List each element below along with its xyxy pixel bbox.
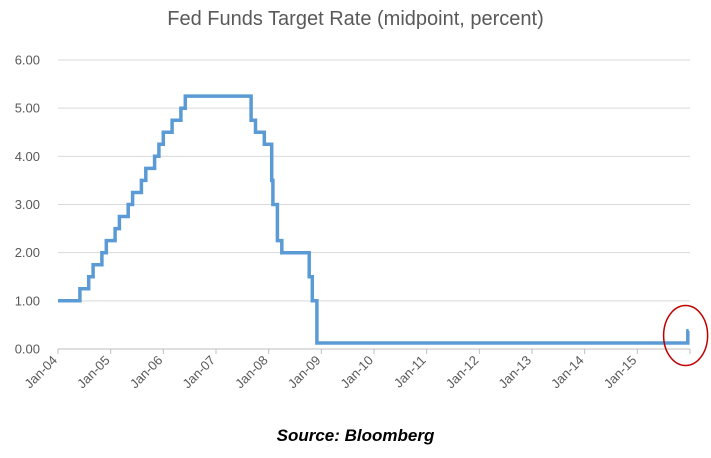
source-note: Source: Bloomberg bbox=[276, 426, 435, 445]
x-tick-label: Jan-07 bbox=[179, 353, 218, 392]
y-tick-label: 2.00 bbox=[15, 245, 40, 260]
x-tick-label: Jan-11 bbox=[391, 353, 429, 391]
x-tick-label: Jan-08 bbox=[232, 353, 271, 392]
x-tick-label: Jan-12 bbox=[443, 353, 482, 392]
x-tick-label: Jan-04 bbox=[21, 353, 60, 392]
y-tick-label: 5.00 bbox=[15, 101, 40, 116]
x-tick-label: Jan-09 bbox=[285, 353, 324, 392]
series-line-fed-funds bbox=[58, 94, 690, 345]
y-tick-label: 1.00 bbox=[15, 293, 40, 308]
grid-lines bbox=[58, 59, 690, 302]
x-axis bbox=[57, 348, 691, 354]
x-tick-label: Jan-10 bbox=[337, 353, 376, 392]
x-tick-label: Jan-06 bbox=[127, 353, 166, 392]
y-tick-label: 4.00 bbox=[15, 149, 40, 164]
annotation-circle bbox=[662, 304, 709, 367]
y-tick-label: 6.00 bbox=[15, 53, 40, 68]
x-tick-label: Jan-14 bbox=[548, 353, 587, 392]
x-tick-label: Jan-05 bbox=[74, 353, 113, 392]
x-tick-label: Jan-15 bbox=[601, 353, 640, 392]
y-tick-label: 0.00 bbox=[15, 342, 40, 357]
annotation-layer bbox=[662, 304, 709, 367]
series-layer bbox=[58, 94, 690, 345]
chart-title: Fed Funds Target Rate (midpoint, percent… bbox=[167, 8, 544, 30]
x-axis-tick-labels: Jan-04 Jan-05 Jan-06 Jan-07 Jan-08 Jan-09 Jan-… bbox=[21, 353, 639, 392]
y-axis-tick-labels: 0.00 1.00 2.00 3.00 4.00 5.00 6.00 bbox=[15, 53, 40, 357]
y-tick-label: 3.00 bbox=[15, 197, 40, 212]
x-tick-label: Jan-13 bbox=[495, 353, 534, 392]
